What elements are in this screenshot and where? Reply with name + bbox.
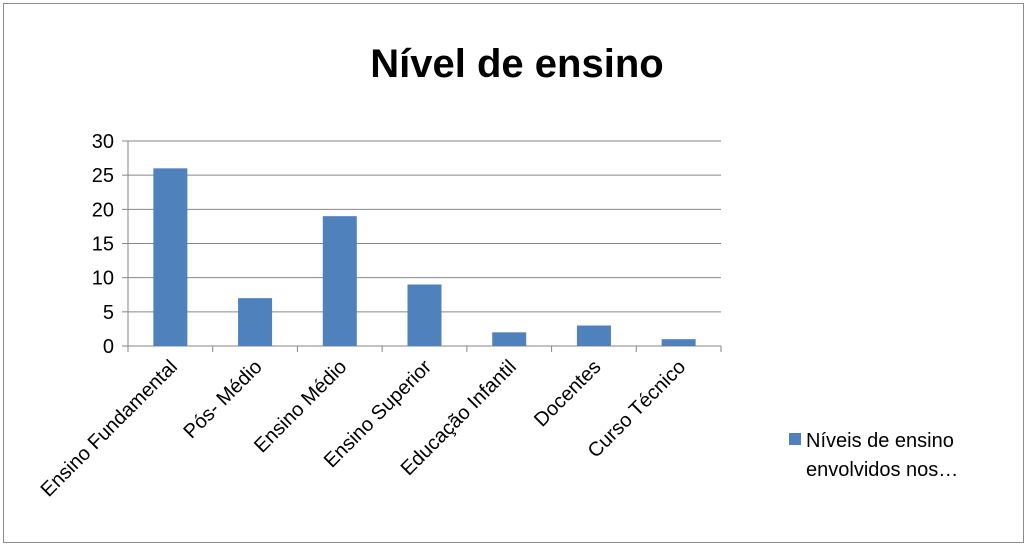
- y-tick-label: 0: [103, 336, 114, 358]
- legend: Níveis de ensino envolvidos nos…: [789, 430, 958, 481]
- bar-7: [661, 339, 696, 346]
- bar-6: [576, 325, 611, 346]
- chart-title: Nível de ensino: [370, 42, 663, 86]
- grid-lines: [128, 140, 721, 313]
- y-axis-ticks: 0 5 10 15 20 25 30: [92, 131, 128, 358]
- bar-1: [153, 168, 188, 346]
- bar-4: [407, 284, 442, 346]
- bar-series: [153, 168, 696, 346]
- y-tick-label: 5: [103, 302, 114, 324]
- bar-3: [322, 216, 357, 346]
- y-tick-label: 30: [92, 131, 114, 153]
- legend-label-line-2: envolvidos nos…: [806, 459, 958, 481]
- y-tick-label: 20: [92, 199, 114, 221]
- y-tick-label: 25: [92, 165, 114, 187]
- x-tick-label: Docentes: [530, 356, 605, 431]
- y-tick-label: 10: [92, 268, 114, 290]
- bar-2: [238, 298, 273, 346]
- x-tick-label: Pós- Médio: [180, 356, 267, 443]
- legend-label-line-1: Níveis de ensino: [806, 430, 954, 452]
- legend-swatch: [789, 433, 801, 445]
- x-tick-label: Ensino Fundamental: [37, 356, 182, 501]
- y-tick-label: 15: [92, 234, 114, 256]
- bar-5: [492, 332, 527, 346]
